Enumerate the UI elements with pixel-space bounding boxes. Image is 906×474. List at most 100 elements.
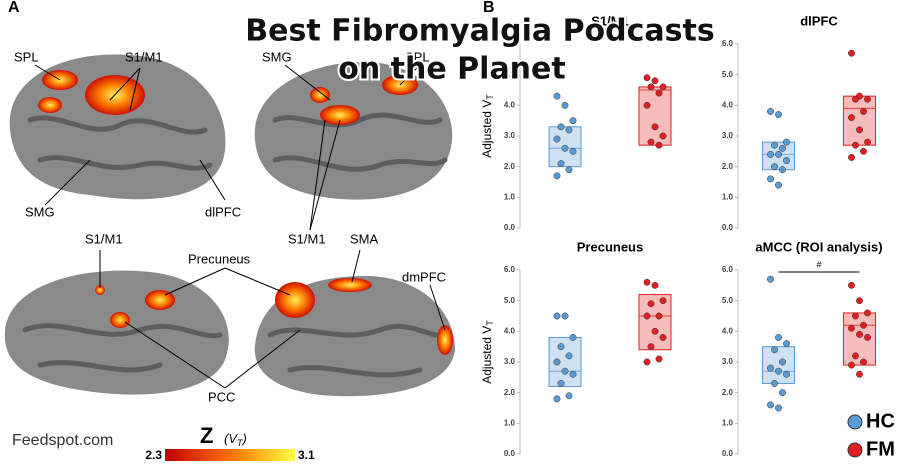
data-point (852, 352, 859, 360)
annotation: # (816, 259, 821, 269)
chart-title: S1/M1 (591, 13, 629, 28)
data-point (655, 89, 663, 97)
y-tick-label: 2.0 (504, 162, 516, 171)
brain-label: PCC (208, 389, 235, 404)
data-point (775, 334, 782, 341)
data-point (848, 154, 855, 161)
y-axis-label-sub: T (485, 320, 495, 326)
brain-label-leaders (34, 64, 446, 389)
data-point (864, 138, 871, 146)
y-tick-label: 4.0 (722, 100, 734, 109)
y-tick-label: 2.0 (722, 162, 734, 171)
data-point (848, 281, 855, 289)
y-tick-label: 3.0 (722, 131, 734, 140)
data-point (659, 83, 667, 91)
overlay-title-line: Best Fibromyalgia Podcasts (245, 14, 714, 49)
y-tick-label: 6.0 (504, 265, 516, 274)
data-point (767, 150, 774, 158)
data-point (783, 370, 790, 378)
data-point (655, 141, 663, 149)
y-tick-label: 6.0 (504, 39, 516, 48)
data-point (565, 392, 573, 400)
panel-label: A (8, 0, 20, 16)
colorbar-variable: (VT) (224, 431, 247, 448)
data-point (775, 111, 782, 118)
brain-label: SMG (25, 204, 55, 219)
data-point (553, 395, 561, 403)
box (638, 294, 672, 351)
brain-images (4, 54, 455, 397)
data-point (848, 361, 855, 369)
colorbar-subscript: T (237, 438, 244, 448)
data-point (771, 380, 778, 387)
y-axis-label: Adjusted VT (480, 320, 495, 384)
brain-label: SPL (405, 49, 430, 64)
data-point (775, 150, 782, 158)
data-point (569, 117, 577, 125)
data-point (647, 300, 655, 308)
data-point (569, 334, 577, 341)
data-point (557, 160, 565, 168)
data-point (561, 101, 569, 109)
y-tick-label: 1.0 (722, 192, 734, 201)
data-point (557, 380, 565, 387)
data-point (856, 297, 863, 305)
brain-label: SMG (262, 49, 292, 64)
legend-swatch (847, 442, 863, 458)
y-tick-label: 1.0 (722, 418, 734, 427)
data-point (856, 370, 863, 378)
brain-label: dmPFC (402, 269, 446, 284)
data-point (856, 126, 863, 134)
overlay-title-line: on the Planet (338, 52, 565, 87)
data-point (643, 278, 651, 286)
legend-label: FM (866, 438, 895, 460)
data-point (864, 309, 871, 317)
data-point (553, 135, 561, 143)
data-point (647, 343, 655, 351)
data-point (856, 330, 863, 338)
y-tick-label: 1.0 (504, 192, 516, 201)
data-point (565, 352, 573, 360)
brain-label: S1/M1 (125, 49, 163, 64)
data-point (767, 108, 774, 115)
data-point (860, 147, 867, 155)
y-tick-label: 1.0 (504, 418, 516, 427)
box (762, 346, 795, 384)
data-point (848, 49, 855, 57)
legend-swatch (847, 414, 863, 430)
y-axis-label-text: Adjusted V (480, 100, 494, 158)
data-point (783, 340, 790, 348)
data-point (651, 281, 659, 289)
data-point (860, 108, 867, 115)
y-tick-label: 0.0 (722, 223, 734, 232)
data-point (651, 123, 659, 131)
brain-label: dlPFC (205, 204, 241, 219)
y-tick-label: 0.0 (722, 449, 734, 458)
data-point (643, 358, 651, 366)
data-point (779, 166, 786, 174)
colorbar-min: 2.3 (145, 448, 162, 462)
chart-title: Precuneus (577, 239, 643, 254)
brain-label: S1/M1 (288, 231, 326, 246)
y-tick-label: 4.0 (504, 100, 516, 109)
data-point (561, 144, 569, 152)
data-point (852, 95, 859, 103)
data-point (651, 77, 659, 85)
data-point (659, 297, 667, 305)
data-point (553, 312, 561, 320)
data-point (569, 370, 577, 378)
panel-label: B (483, 0, 495, 16)
y-tick-label: 5.0 (722, 70, 734, 79)
colorbar (165, 449, 295, 461)
box (548, 126, 582, 168)
data-point (864, 334, 871, 341)
data-point (767, 401, 774, 409)
data-point (647, 138, 655, 146)
data-point (775, 404, 782, 412)
y-axis-label: Adjusted VT (480, 94, 495, 158)
y-tick-label: 2.0 (504, 388, 516, 397)
data-point (643, 312, 651, 320)
box (843, 312, 876, 366)
y-tick-label: 6.0 (722, 265, 734, 274)
